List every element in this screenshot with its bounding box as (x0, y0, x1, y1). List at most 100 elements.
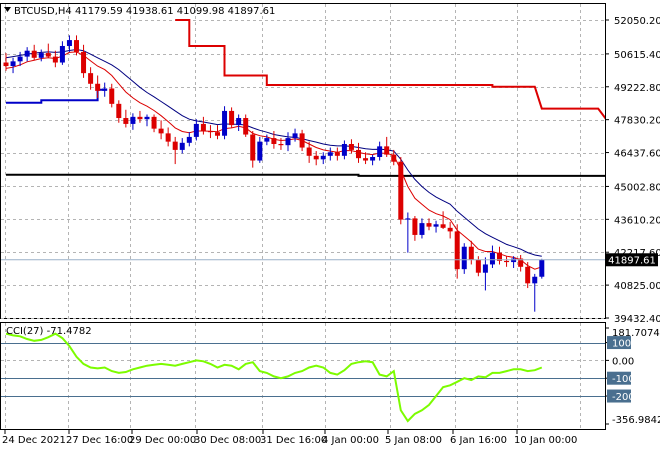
candle (370, 154, 376, 166)
candle (440, 211, 446, 230)
candle (518, 254, 524, 272)
candle (200, 116, 206, 135)
cci-level-badge (607, 371, 631, 385)
candle-body (243, 118, 249, 135)
time-tick-label: 4 Jan 00:00 (322, 435, 379, 446)
main-price-panel[interactable] (0, 3, 606, 319)
candle (109, 83, 115, 108)
candle (454, 224, 460, 279)
candle (215, 125, 220, 140)
candle (137, 110, 143, 123)
candle-body (186, 136, 192, 143)
time-tick-label: 31 Dec 16:00 (260, 435, 327, 446)
candle (447, 221, 453, 239)
trailing-stop-line (175, 19, 605, 120)
candle-body (130, 116, 136, 124)
cci-tick-label: -356.9842 (612, 415, 660, 426)
candle-body (17, 56, 23, 62)
candle-body (497, 252, 502, 261)
candle-body (66, 40, 72, 46)
candle (229, 107, 235, 128)
candle-body (215, 132, 220, 136)
candle (31, 44, 37, 61)
cci-indicator-panel[interactable] (0, 322, 606, 430)
cci-tick-label: 181.7074 (612, 328, 660, 339)
candle (257, 136, 263, 163)
candle-body (504, 260, 510, 263)
chart-header: BTCUSD,H4 41179.59 41938.61 41099.98 418… (14, 6, 275, 17)
price-tick-label: 40825.00 (614, 281, 660, 292)
cci-level-badge (607, 389, 631, 403)
candle (165, 127, 171, 147)
price-tick-label: 47830.20 (614, 116, 660, 127)
candle (264, 134, 270, 146)
candle-body (292, 133, 298, 139)
cci-tick: -356.9842 (605, 415, 660, 426)
collapse-triangle-icon[interactable] (4, 7, 11, 12)
candle (236, 114, 242, 132)
candle-body (363, 158, 369, 161)
candle-body (489, 252, 495, 265)
candle (525, 262, 531, 289)
candle (66, 35, 72, 52)
support-line-path (6, 173, 605, 177)
candle-body (419, 223, 425, 235)
candle (102, 82, 108, 97)
current-price-value: 41897.61 (608, 255, 656, 266)
candle (363, 152, 369, 165)
cci-tick-label: -100 (612, 374, 635, 385)
candle (17, 51, 23, 67)
candle (461, 243, 467, 274)
candle-body (151, 116, 157, 129)
candle-body (370, 156, 376, 161)
candle-body (222, 110, 228, 136)
candle (377, 141, 383, 161)
candle (405, 212, 411, 253)
candle (348, 139, 354, 154)
candle-body (341, 143, 347, 156)
candle (419, 218, 425, 239)
cci-line (5, 332, 543, 423)
candle (158, 120, 164, 140)
candle-body (475, 259, 481, 273)
candle (144, 114, 150, 127)
candle-body (59, 45, 65, 63)
candle (482, 257, 488, 291)
candle-body (144, 116, 150, 120)
candle-body (229, 110, 235, 126)
candle (172, 136, 178, 165)
candle-body (102, 88, 108, 91)
candle (193, 119, 199, 141)
candle-body (461, 246, 467, 270)
cci-tick: 100 (605, 336, 631, 350)
candle (88, 67, 94, 90)
time-tick-label: 29 Dec 00:00 (129, 435, 196, 446)
candle-body (31, 50, 37, 58)
candle-body (518, 258, 524, 267)
candle-body (193, 123, 199, 137)
cci-tick: -100 (605, 371, 635, 385)
candle (116, 100, 122, 123)
candle (130, 113, 136, 130)
cci-line-path (5, 332, 543, 423)
candle (95, 75, 101, 98)
cci-tick-label: 100 (612, 339, 631, 350)
cci-level-badge (607, 336, 631, 350)
candlestick-series (3, 35, 545, 312)
price-axis[interactable]: 52050.20 50615.40 49222.80 47830.20 46437.60… (605, 16, 660, 325)
price-tick-label: 46437.60 (614, 149, 660, 160)
candle (151, 114, 157, 133)
candle-body (356, 149, 361, 159)
candle (532, 273, 538, 312)
candle (186, 132, 192, 147)
candle (327, 147, 333, 161)
candle (306, 141, 312, 163)
candle-body (525, 266, 531, 284)
price-tick-label: 52050.20 (614, 16, 660, 27)
candle-body (412, 218, 418, 235)
candle (504, 256, 510, 267)
candle (123, 109, 129, 128)
